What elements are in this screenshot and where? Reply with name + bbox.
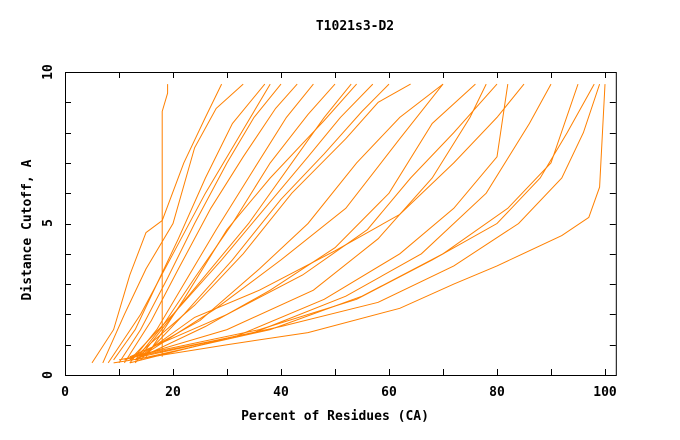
series-line: [129, 83, 444, 361]
series-line: [134, 83, 525, 361]
series-line: [134, 83, 374, 364]
series-line: [102, 83, 244, 364]
series-line: [123, 83, 298, 364]
x-axis-label: Percent of Residues (CA): [241, 409, 429, 424]
series-line: [134, 83, 476, 361]
series-line: [107, 83, 271, 364]
y-tick-label: 10: [41, 64, 56, 80]
series-line: [134, 83, 336, 361]
series-line: [129, 83, 498, 358]
series-line: [140, 83, 444, 358]
axes-layer: [65, 72, 617, 376]
y-axis-label: Distance Cutoff, A: [20, 159, 35, 300]
series-line: [124, 83, 487, 361]
x-tick-label: 80: [489, 385, 505, 400]
series-line: [118, 83, 552, 361]
series-line: [113, 83, 266, 361]
series-line: [118, 83, 282, 364]
x-tick-label: 0: [61, 385, 69, 400]
x-tick-label: 20: [165, 385, 181, 400]
x-tick-label: 40: [273, 385, 289, 400]
series-line: [161, 84, 169, 357]
y-tick-label: 5: [41, 219, 56, 227]
series-line: [129, 83, 314, 364]
series-line: [140, 83, 390, 361]
series-layer: [91, 83, 606, 364]
x-tick-label: 60: [381, 385, 397, 400]
chart-title: T1021s3-D2: [316, 19, 394, 34]
series-line: [113, 84, 606, 364]
x-tick-label: 100: [593, 385, 617, 400]
series-line: [134, 83, 411, 358]
y-tick-label: 0: [41, 371, 56, 379]
plot-frame: [65, 72, 617, 376]
series-line: [140, 83, 601, 358]
series-line: [129, 83, 595, 358]
series-line: [91, 83, 223, 364]
